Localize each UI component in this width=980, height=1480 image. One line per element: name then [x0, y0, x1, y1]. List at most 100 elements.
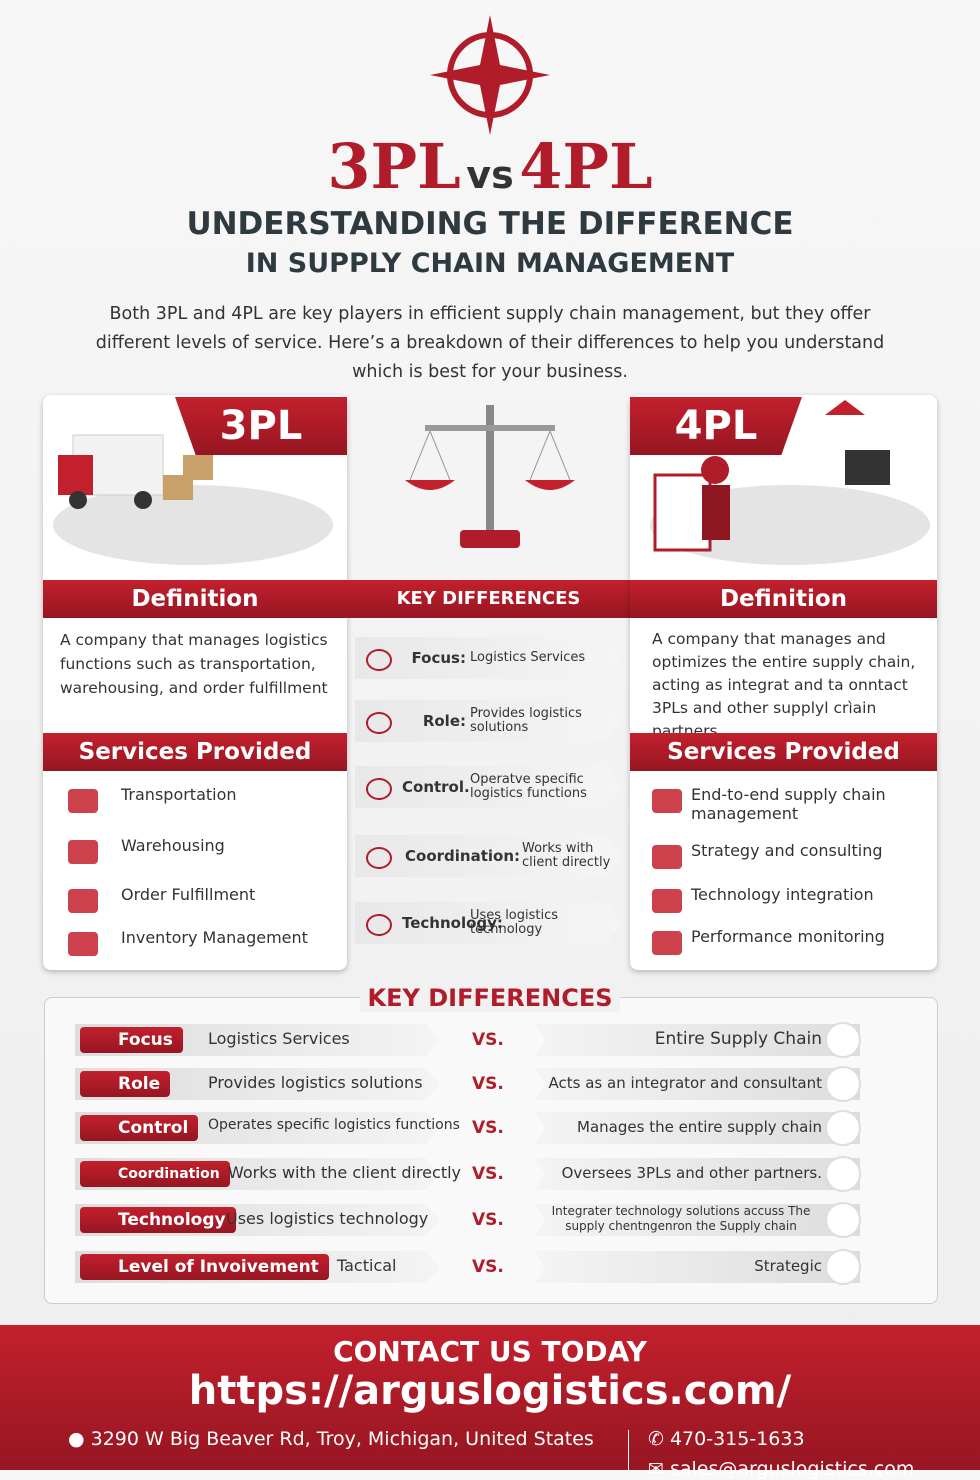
footer-address: ● 3290 W Big Beaver Rd, Troy, Michigan, … — [68, 1428, 594, 1450]
service-item: Transportation — [121, 785, 237, 804]
service-item: Warehousing — [121, 836, 225, 855]
illustration-3pl — [53, 434, 333, 565]
services-heading: Services Provided — [630, 733, 937, 771]
row-icon — [825, 1022, 861, 1058]
difference-text: Provides logistics solutions — [470, 706, 582, 735]
row-icon — [825, 1249, 861, 1285]
difference-label: Role: — [422, 712, 466, 730]
title-vs: VS — [466, 153, 514, 197]
service-item: Performance monitoring — [691, 927, 885, 946]
row-icon — [825, 1202, 861, 1238]
row-vs: VS. — [472, 1118, 504, 1138]
row-right-bar — [535, 1251, 860, 1283]
service-item: Order Fulfillment — [121, 885, 256, 904]
title-3pl: 3PL — [327, 130, 461, 203]
difference-text: Works with client directly — [522, 841, 611, 870]
service-icon — [652, 845, 682, 869]
definition-heading: Definition — [43, 580, 347, 618]
intro: Both 3PL and 4PL are key players in effi… — [95, 304, 885, 382]
address: 3290 W Big Beaver Rd, Troy, Michigan, Un… — [90, 1428, 594, 1450]
email[interactable]: sales@arguslogistics.com — [669, 1458, 915, 1480]
row-right: Strategic — [754, 1257, 822, 1275]
row-right-bar — [535, 1024, 860, 1056]
service-item: Strategy and consulting — [691, 841, 883, 860]
difference-icon — [366, 712, 392, 734]
row-icon — [825, 1066, 861, 1102]
service-item: Technology integration — [691, 885, 874, 904]
footer-phone: ✆ 470-315-1633 — [648, 1428, 805, 1450]
row-label: Control — [80, 1115, 199, 1141]
definition-heading: Definition — [630, 580, 937, 618]
row-vs: VS. — [472, 1030, 504, 1050]
difference-item — [355, 700, 620, 742]
row-vs: VS. — [472, 1257, 504, 1277]
service-icon — [68, 889, 98, 913]
row-label: Technology — [80, 1207, 236, 1233]
center-heading: KEY DIFFERENCES — [347, 580, 630, 618]
row-right-bar — [535, 1158, 860, 1190]
table-title: KEY DIFFERENCES — [360, 984, 620, 1012]
row-icon — [825, 1110, 861, 1146]
title: 3PL VS 4PL — [0, 130, 980, 203]
row-label: Coordination — [80, 1161, 230, 1187]
service-icon — [652, 789, 682, 813]
row-left: Uses logistics technology — [226, 1209, 429, 1228]
row-label: Role — [80, 1071, 171, 1097]
badge-3pl: 3PL — [175, 397, 347, 455]
difference-item — [355, 637, 620, 679]
service-icon — [652, 889, 682, 913]
row-vs: VS. — [472, 1074, 504, 1094]
footer-cta: CONTACT US TODAY — [333, 1335, 647, 1368]
service-icon — [68, 789, 98, 813]
difference-item — [355, 902, 620, 944]
row-left: Tactical — [337, 1256, 397, 1275]
row-right: Integrater technology solutions accuss T… — [551, 1204, 811, 1233]
difference-text: Logistics Services — [470, 650, 586, 665]
row-right: Acts as an integrator and consultant — [548, 1074, 822, 1092]
service-icon — [68, 840, 98, 864]
services-heading: Services Provided — [43, 733, 347, 771]
footer-url[interactable]: https://arguslogistics.com/ — [188, 1368, 792, 1414]
difference-text: Operatve specific logistics functions — [470, 772, 587, 801]
definition-text: A company that manages logistics functio… — [60, 631, 328, 697]
difference-icon — [366, 847, 392, 869]
title-4pl: 4PL — [519, 130, 653, 203]
row-left: Provides logistics solutions — [208, 1073, 423, 1092]
logo — [430, 15, 550, 135]
scale-illustration — [405, 405, 575, 548]
phone[interactable]: 470-315-1633 — [669, 1428, 805, 1450]
row-label: Level of Invoivement — [80, 1254, 329, 1280]
divider — [628, 1430, 629, 1470]
row-right: Oversees 3PLs and other partners. — [561, 1164, 822, 1182]
difference-item — [355, 766, 620, 808]
service-item: Inventory Management — [121, 928, 308, 947]
subtitle-1: UNDERSTANDING THE DIFFERENCE — [186, 206, 794, 242]
row-left: Logistics Services — [208, 1029, 350, 1048]
subtitle-2: IN SUPPLY CHAIN MANAGEMENT — [245, 248, 735, 279]
row-right: Entire Supply Chain — [654, 1029, 822, 1049]
row-label: Focus — [80, 1027, 183, 1053]
difference-icon — [366, 778, 392, 800]
definition-text: A company that manages and optimizes the… — [652, 630, 916, 740]
difference-icon — [366, 914, 392, 936]
service-icon — [652, 931, 682, 955]
difference-label: Coordination: — [405, 847, 520, 865]
service-icon — [68, 932, 98, 956]
row-right-bar — [535, 1112, 860, 1144]
row-right-bar — [535, 1068, 860, 1100]
illustration-4pl — [650, 400, 930, 565]
row-left: Works with the client directly — [228, 1163, 461, 1182]
row-right: Manages the entire supply chain — [577, 1118, 822, 1136]
row-icon — [825, 1156, 861, 1192]
difference-label: Technology: — [402, 914, 503, 932]
row-vs: VS. — [472, 1164, 504, 1184]
difference-icon — [366, 649, 392, 671]
row-left: Operates specific logistics functions — [208, 1117, 460, 1133]
badge-4pl: 4PL — [630, 397, 802, 455]
difference-text: Uses logistics technology — [470, 908, 559, 937]
difference-label: Control. — [402, 778, 470, 796]
footer — [0, 1325, 980, 1470]
difference-item — [355, 835, 620, 877]
row-vs: VS. — [472, 1210, 504, 1230]
